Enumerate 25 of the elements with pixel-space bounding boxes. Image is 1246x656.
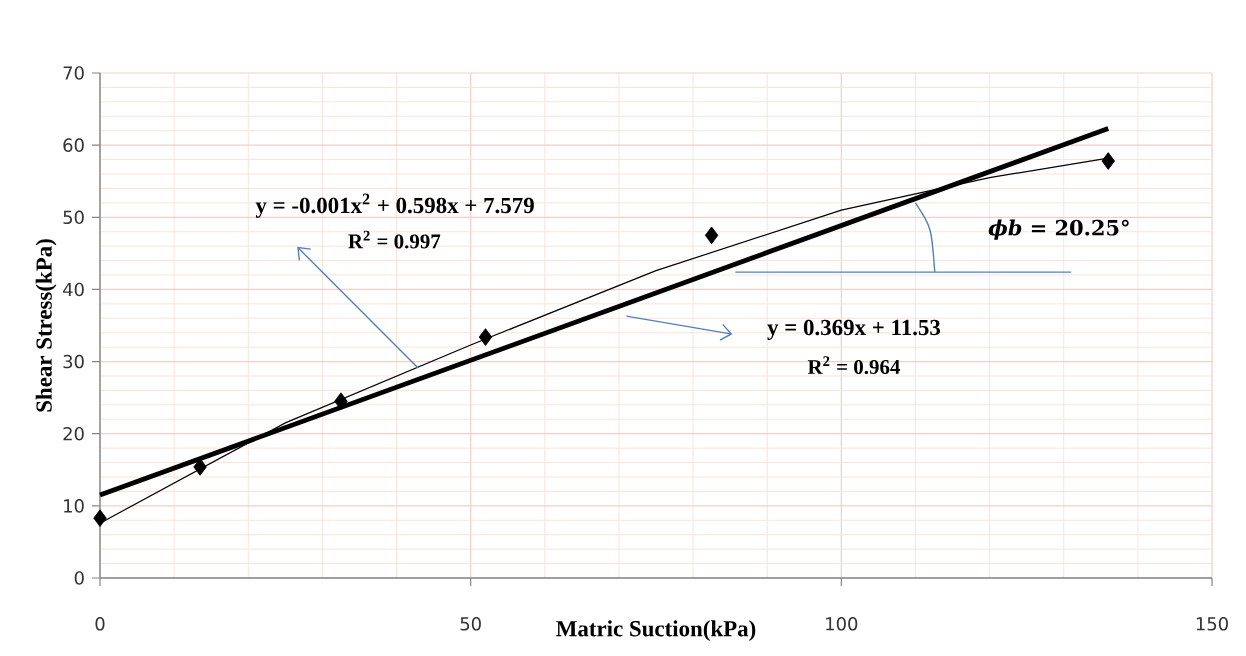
annotation: y = 0.369x + 11.53 bbox=[767, 319, 941, 340]
annotation: R$^{2}$ = 0.964 bbox=[807, 356, 900, 375]
y-axis-title: Shear Stress(kPa) bbox=[35, 239, 57, 412]
annotation: y = -0.001x$^{2}$ + 0.598x + 7.579 bbox=[255, 193, 534, 218]
x-tick-label: 150 bbox=[1196, 617, 1228, 631]
point bbox=[478, 328, 493, 346]
y-tick-label: 60 bbox=[63, 138, 84, 152]
point bbox=[704, 226, 719, 245]
annotation: R$^{2}$ = 0.997 bbox=[348, 230, 441, 249]
point bbox=[334, 392, 348, 411]
y-tick-label: 70 bbox=[63, 66, 84, 80]
annotation: ϕb = 20.25° bbox=[988, 219, 1129, 240]
y-tick-label: 40 bbox=[63, 282, 84, 297]
x-axis-title: Matric Suction(kPa) bbox=[556, 620, 756, 642]
y-tick-label: 20 bbox=[63, 426, 84, 441]
point bbox=[93, 509, 107, 527]
point bbox=[193, 458, 207, 476]
y-tick-label: 10 bbox=[64, 499, 84, 513]
point bbox=[1101, 152, 1115, 170]
y-tick-label: 30 bbox=[63, 354, 84, 369]
y-tick-label: 0 bbox=[74, 571, 84, 585]
x-tick-label: 50 bbox=[460, 617, 481, 631]
y-tick-label: 50 bbox=[63, 210, 84, 225]
x-tick-label: 0 bbox=[95, 617, 105, 631]
x-tick-label: 100 bbox=[826, 617, 858, 631]
